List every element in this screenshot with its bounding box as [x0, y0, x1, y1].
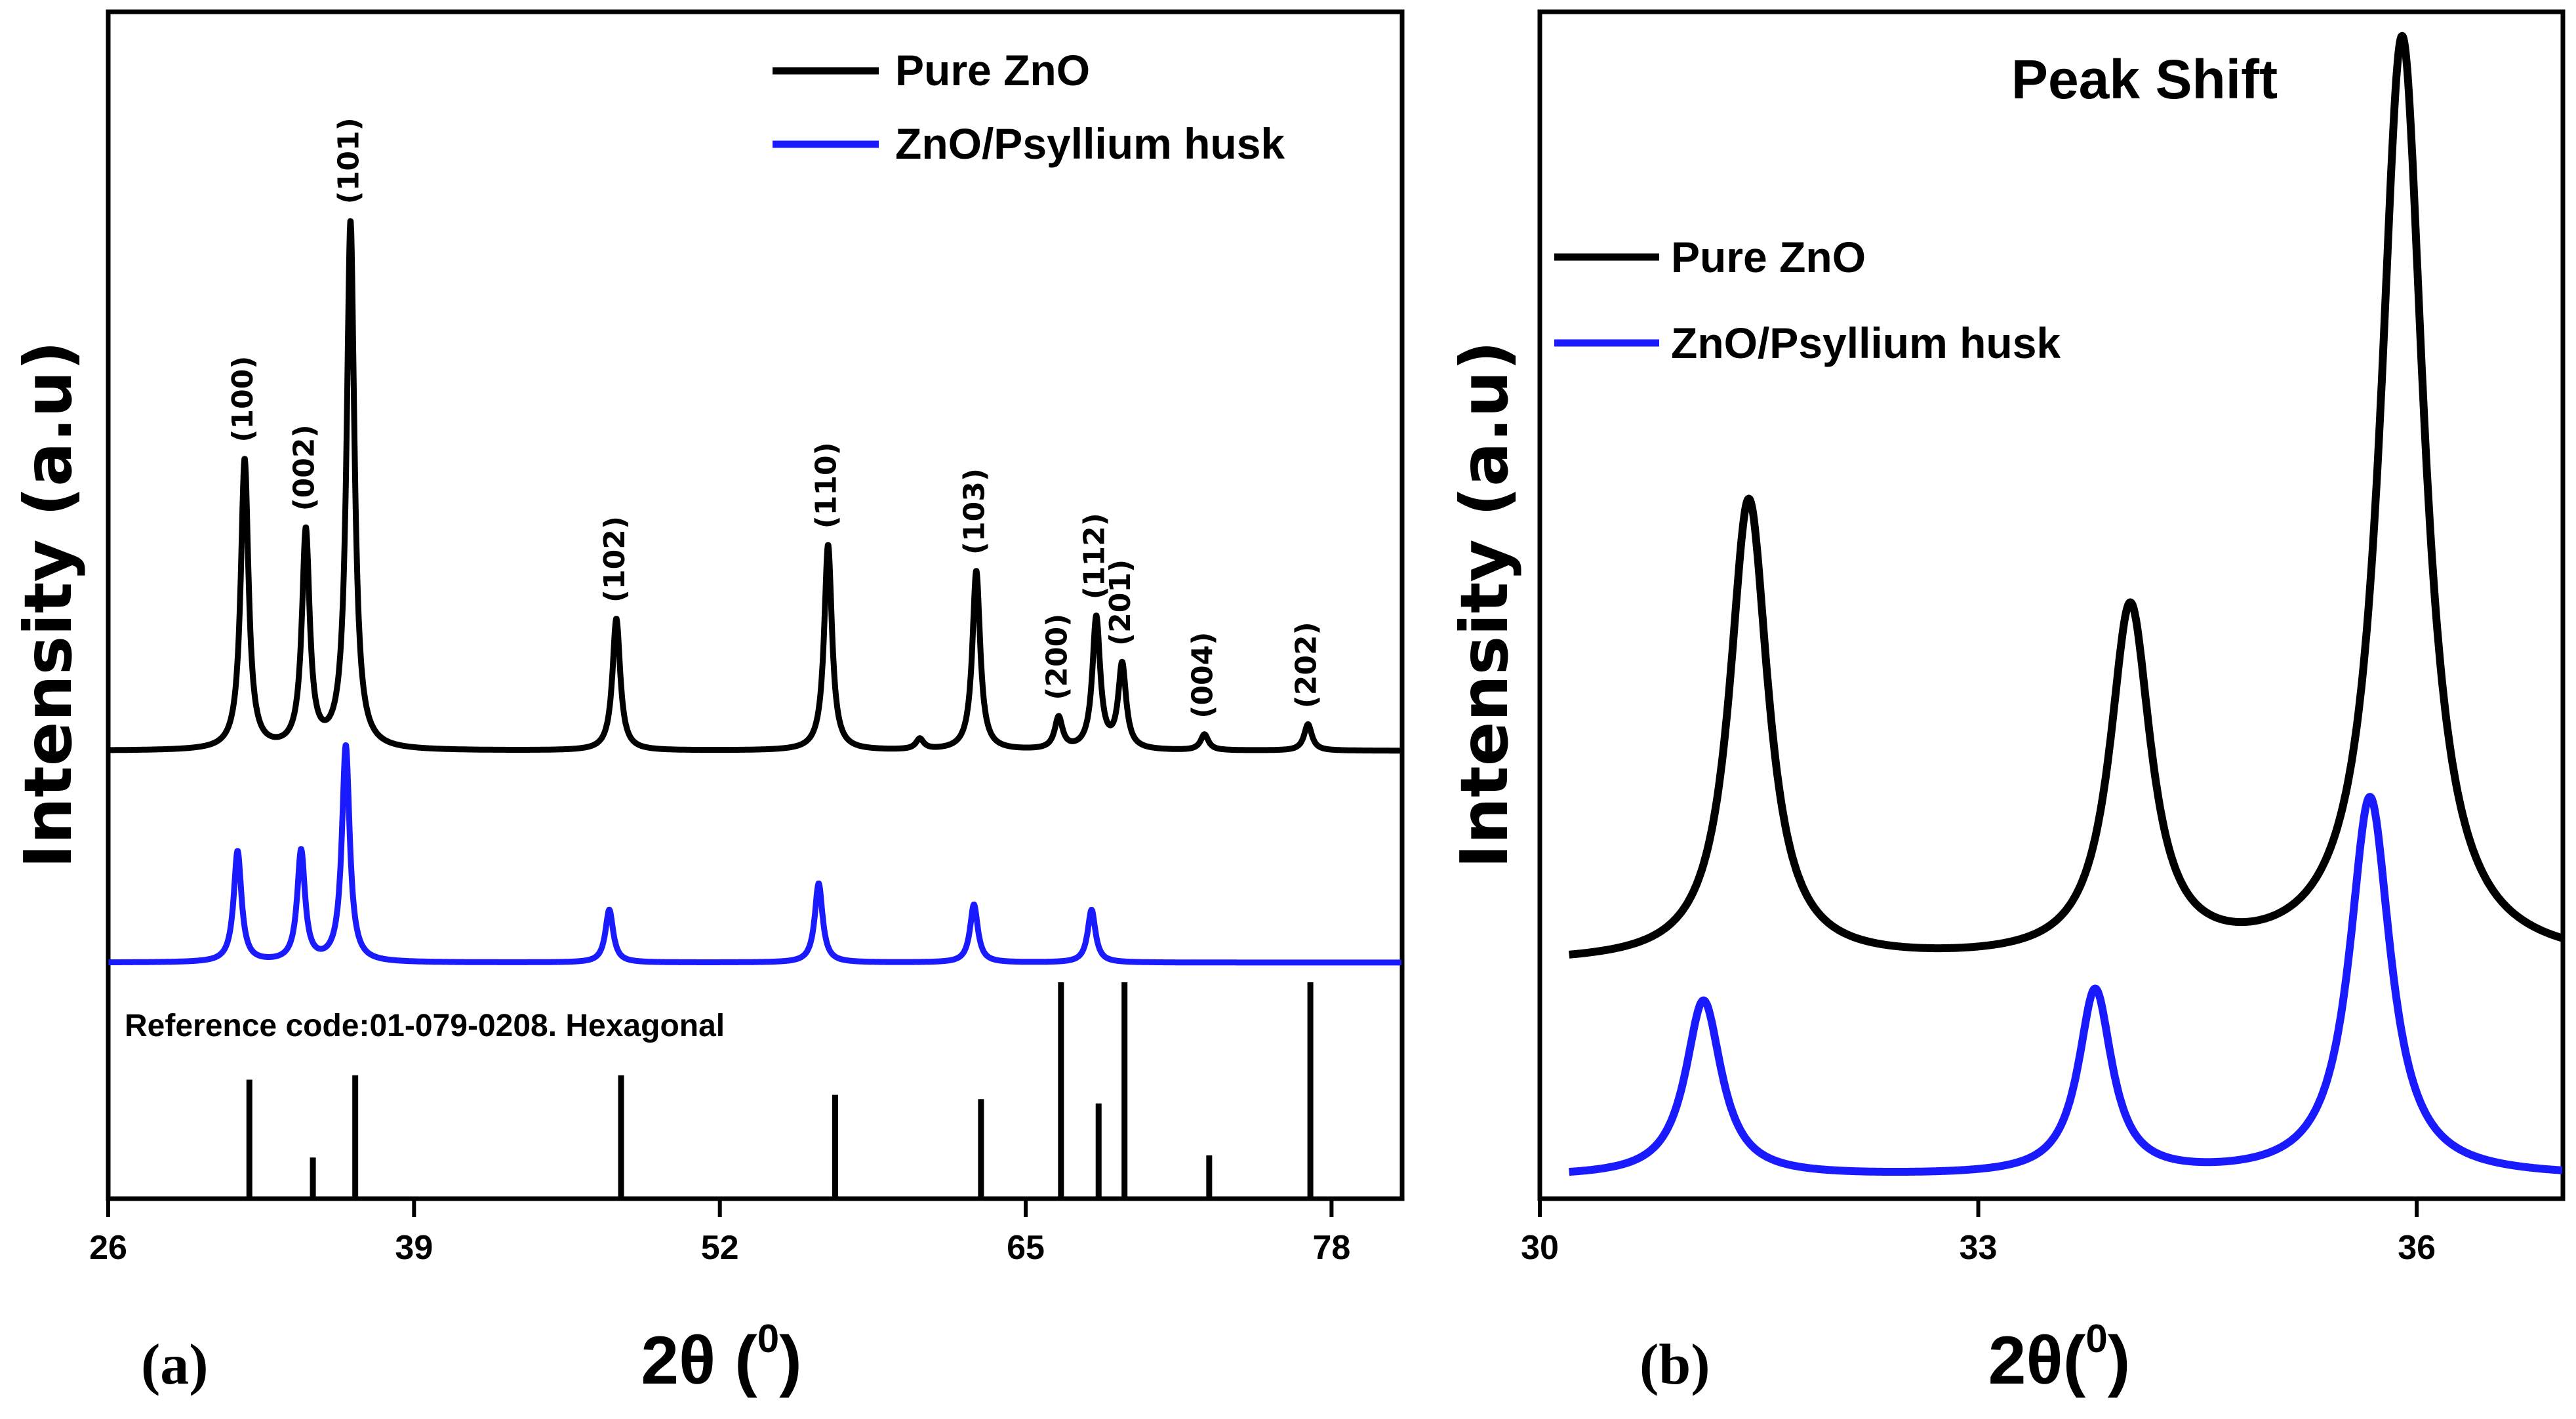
- peak-label: (101): [332, 117, 365, 204]
- peak-label: (004): [1186, 632, 1220, 719]
- panel-b-y-label: Intensity (a.u): [1446, 341, 1523, 869]
- panel-b-x-ticks: 30 33 36: [1521, 1199, 2436, 1267]
- panel-a-x-ticks: 26 39 52 65 78: [89, 1199, 1350, 1267]
- x-tick-label: 26: [89, 1229, 127, 1267]
- reference-code-text: Reference code:01-079-0208. Hexagonal: [125, 1009, 725, 1043]
- pure-zno-shift-trace: [1565, 31, 2566, 959]
- peak-label: (200): [1040, 614, 1074, 700]
- panel-a-x-label: 2θ (0): [641, 1317, 802, 1399]
- panel-b: 30 33 36 Peak Shift Pure ZnO ZnO/Psyllium …: [1446, 9, 2566, 1399]
- peak-labels: (100) (002) (101) (102) (110) (103) (200)(112)…: [226, 117, 1323, 718]
- panel-b-legend: Pure ZnO ZnO/Psyllium husk: [1554, 233, 2061, 367]
- reference-lines: [246, 982, 1314, 1199]
- panel-a-label: (a): [141, 1333, 209, 1397]
- pure-zno-trace: [106, 218, 1404, 754]
- x-tick-label: 65: [1007, 1229, 1045, 1267]
- x-tick-label: 33: [1960, 1229, 1998, 1267]
- panel-a: 26 39 52 65 78 (100) (002) (101) (102) (110) (103…: [10, 9, 1405, 1399]
- peak-label: (103): [958, 468, 992, 555]
- legend-label-composite: ZnO/Psyllium husk: [895, 119, 1285, 168]
- x-tick-label: 39: [395, 1229, 433, 1267]
- x-tick-label: 52: [701, 1229, 739, 1267]
- panel-a-y-label: Intensity (a.u): [10, 341, 87, 869]
- peak-label: (202): [1290, 622, 1323, 708]
- panel-b-title: Peak Shift: [2011, 49, 2278, 110]
- x-tick-label: 30: [1521, 1229, 1559, 1267]
- panel-b-x-label: 2θ(0): [1988, 1317, 2131, 1399]
- legend-label-composite-b: ZnO/Psyllium husk: [1671, 319, 2061, 367]
- peak-label: (102): [598, 516, 632, 603]
- panel-a-traces: [106, 218, 1404, 966]
- panel-a-frame: [106, 9, 1405, 1201]
- zno-psyllium-trace: [106, 742, 1404, 966]
- x-tick-label: 78: [1312, 1229, 1350, 1267]
- peak-label: (002): [287, 424, 321, 511]
- legend-label-pure-b: Pure ZnO: [1671, 233, 1866, 281]
- peak-label: (201): [1104, 559, 1137, 646]
- peak-label: (112): [1078, 513, 1112, 599]
- zno-psyllium-shift-trace: [1565, 793, 2566, 1176]
- peak-label: (100): [226, 356, 260, 443]
- legend-label-pure: Pure ZnO: [895, 46, 1090, 94]
- panel-b-label: (b): [1640, 1333, 1710, 1397]
- panel-b-frame: [1537, 9, 2566, 1201]
- panel-a-legend: Pure ZnO ZnO/Psyllium husk: [773, 46, 1285, 168]
- x-tick-label: 36: [2398, 1229, 2436, 1267]
- peak-label: (110): [810, 442, 843, 529]
